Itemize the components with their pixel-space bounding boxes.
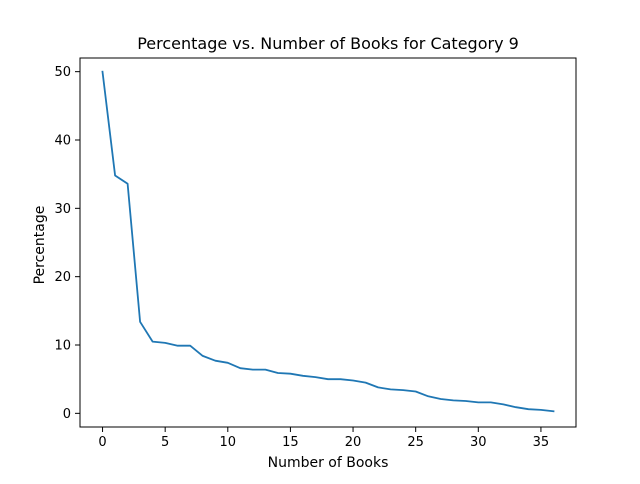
y-tick-label: 30 xyxy=(54,202,71,217)
x-tick-label: 25 xyxy=(407,435,424,450)
x-tick-label: 5 xyxy=(161,435,169,450)
y-axis-label: Percentage xyxy=(32,206,48,285)
y-tick-label: 0 xyxy=(63,407,71,422)
series-lines xyxy=(101,70,555,413)
x-axis-label: Number of Books xyxy=(268,455,389,471)
x-tick-label: 10 xyxy=(220,435,237,450)
y-tick-label: 50 xyxy=(54,65,71,80)
x-tick-label: 35 xyxy=(533,435,550,450)
y-tick-label: 40 xyxy=(54,134,71,149)
plot-area-border xyxy=(79,57,577,428)
x-tick-label: 15 xyxy=(282,435,299,450)
x-tick-label: 0 xyxy=(98,435,106,450)
y-tick-label: 10 xyxy=(54,339,71,354)
y-tick-label: 20 xyxy=(54,270,71,285)
axis-ticks: 0 5 10 15 20 25 30 35 0 10 20 30 40 50 xyxy=(54,65,549,450)
plot-frame xyxy=(79,57,577,428)
x-tick-label: 30 xyxy=(470,435,487,450)
chart-title: Percentage vs. Number of Books for Categ… xyxy=(137,34,519,53)
x-tick-label: 20 xyxy=(345,435,362,450)
series-line-0 xyxy=(101,70,555,413)
